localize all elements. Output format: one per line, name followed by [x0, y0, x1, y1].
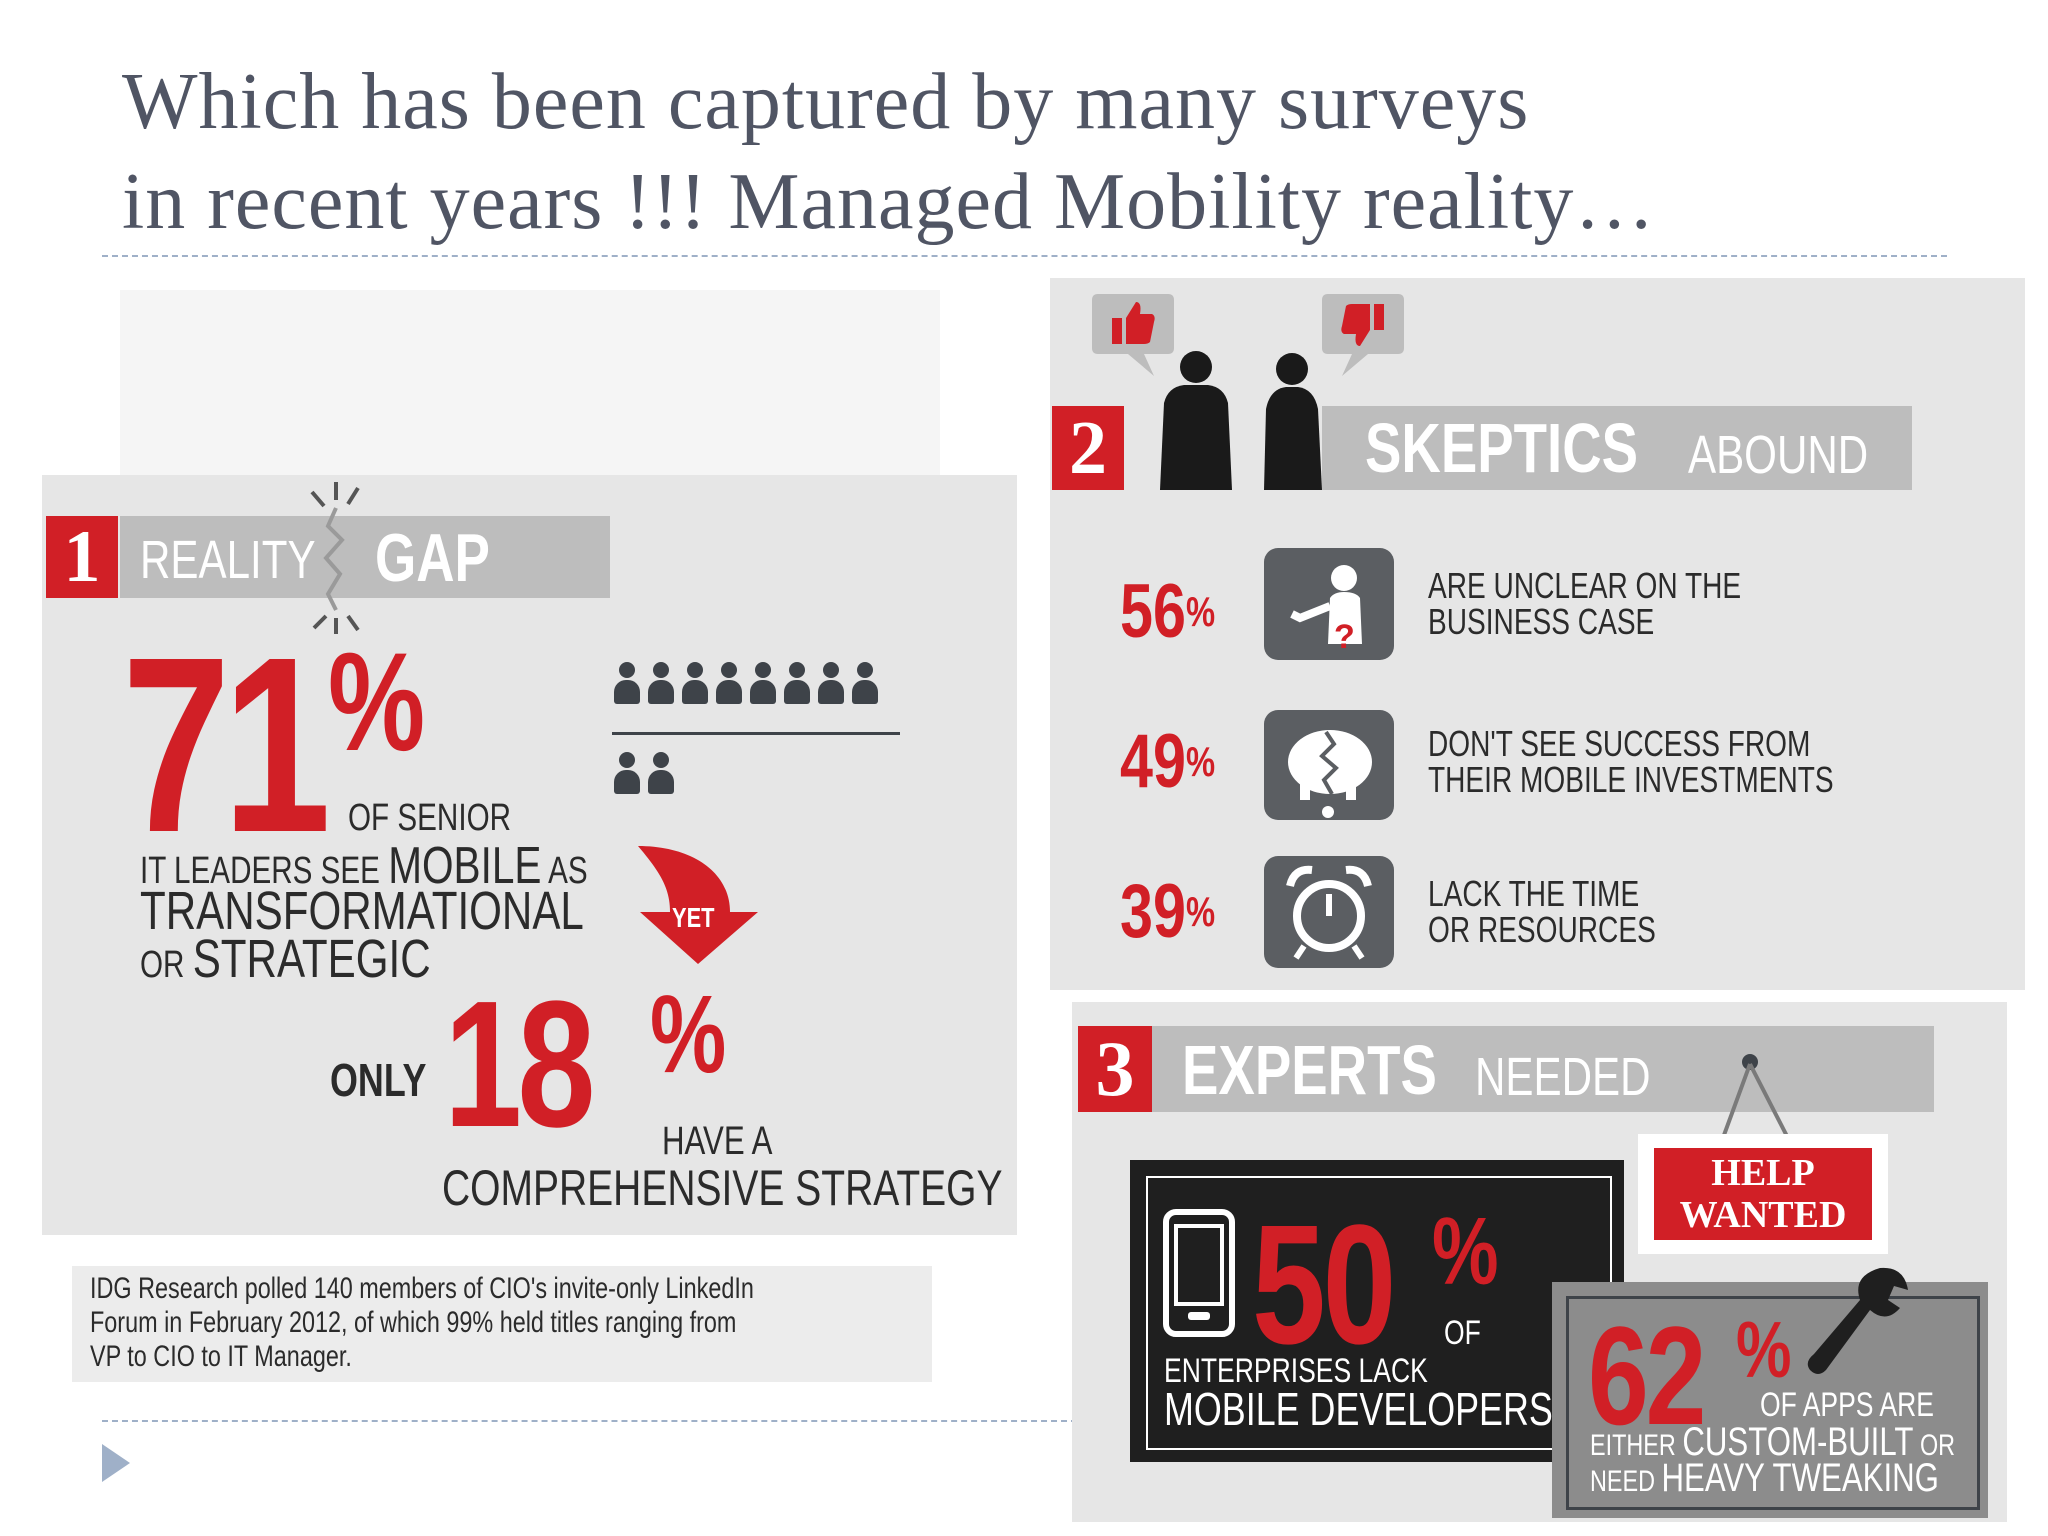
text-transformational: TRANSFORMATIONAL: [140, 881, 584, 941]
stat-62-percent: %: [1736, 1305, 1792, 1394]
note-line-1: IDG Research polled 140 members of CIO's…: [90, 1272, 754, 1305]
stat-18: 18: [444, 964, 595, 1165]
alarm-clock-icon: [1264, 856, 1394, 968]
text-it-leaders: IT LEADERS SEE MOBILE AS: [140, 837, 588, 895]
skeptic-people-icon: [1160, 351, 1322, 490]
panel3-number: 3: [1078, 1026, 1152, 1112]
abound-label: ABOUND: [1688, 425, 1869, 485]
stat-49: 49%: [1120, 719, 1216, 804]
svg-text:?: ?: [1334, 618, 1355, 656]
stat-50-of: OF: [1444, 1314, 1481, 1352]
thumbs-down-bubble-icon: [1322, 294, 1404, 376]
experts-banner: [1152, 1026, 1934, 1112]
panel2-number: 2: [1052, 406, 1124, 490]
stat-62: 62: [1588, 1297, 1706, 1454]
reality-label: REALITY: [140, 530, 316, 590]
stat-18-percent: %: [650, 973, 727, 1096]
footer-divider: [102, 1420, 1077, 1422]
reality-gap-panel: [42, 475, 1017, 1235]
presenter-question-icon: ?: [1264, 548, 1394, 660]
reality-gap-banner: [120, 516, 610, 598]
stat-62-line2: EITHER CUSTOM-BUILT OR: [1590, 1420, 1956, 1464]
wanted-label: WANTED: [1679, 1194, 1847, 1236]
stat-50-percent: %: [1432, 1198, 1499, 1305]
stat-50-line2: MOBILE DEVELOPERS: [1164, 1383, 1553, 1435]
stat-56: 56%: [1120, 569, 1216, 654]
gap-label: GAP: [375, 520, 490, 596]
slide-title: Which has been captured by many surveys …: [122, 58, 1656, 246]
experts-label: EXPERTS: [1182, 1031, 1437, 1109]
stat-50-line1: ENTERPRISES LACK: [1164, 1352, 1428, 1390]
help-label: HELP: [1711, 1152, 1815, 1194]
people-divider: [612, 732, 900, 735]
nail-string-icon: [1718, 1054, 1794, 1147]
stat-39-line1: LACK THE TIME: [1428, 873, 1640, 914]
text-or-strategic: OR STRATEGIC: [140, 929, 431, 989]
stat-49-line2: THEIR MOBILE INVESTMENTS: [1428, 759, 1834, 800]
stat-56-line2: BUSINESS CASE: [1428, 601, 1655, 642]
title-divider: [102, 255, 1947, 257]
survey-note: [72, 1266, 932, 1382]
stat-39: 39%: [1120, 869, 1216, 954]
note-line-3: VP to CIO to IT Manager.: [90, 1340, 352, 1373]
yet-label: YET: [672, 902, 715, 933]
smartphone-icon: [1163, 1209, 1235, 1337]
needed-label: NEEDED: [1475, 1047, 1651, 1107]
note-line-2: Forum in February 2012, of which 99% hel…: [90, 1306, 737, 1339]
stat-62-line3: NEED HEAVY TWEAKING: [1590, 1456, 1939, 1500]
skeptics-banner: [1322, 406, 1912, 490]
stat-49-line1: DON'T SEE SUCCESS FROM: [1428, 723, 1811, 764]
thumbs-up-bubble-icon: [1092, 294, 1174, 376]
piggy-bank-icon: [1264, 710, 1394, 820]
next-triangle-icon[interactable]: [100, 1442, 132, 1484]
only-label: ONLY: [330, 1054, 427, 1106]
panel1-number: 1: [46, 516, 118, 598]
panel1-top-backdrop: [120, 290, 940, 475]
people-group-bottom-icon: [614, 752, 694, 798]
stat-39-line2: OR RESOURCES: [1428, 909, 1656, 950]
stat-71-percent: %: [328, 623, 426, 780]
stat-62-line1: OF APPS ARE: [1760, 1386, 1934, 1424]
wrench-icon: [1807, 1267, 1908, 1374]
skeptics-label: SKEPTICS: [1365, 409, 1639, 487]
apps-box: [1552, 1282, 1988, 1518]
stat-56-line1: ARE UNCLEAR ON THE: [1428, 565, 1742, 606]
stat-50: 50: [1252, 1190, 1396, 1380]
text-comprehensive-strategy: COMPREHENSIVE STRATEGY: [442, 1160, 1003, 1216]
stat-71: 71: [122, 605, 331, 884]
apps-box-frame: [1566, 1296, 1980, 1510]
crack-icon: [310, 482, 360, 634]
people-group-top-icon: [614, 662, 904, 708]
text-of-senior: OF SENIOR: [348, 797, 512, 839]
text-have-a: HAVE A: [662, 1119, 773, 1163]
yet-arrow-icon: [638, 846, 758, 964]
